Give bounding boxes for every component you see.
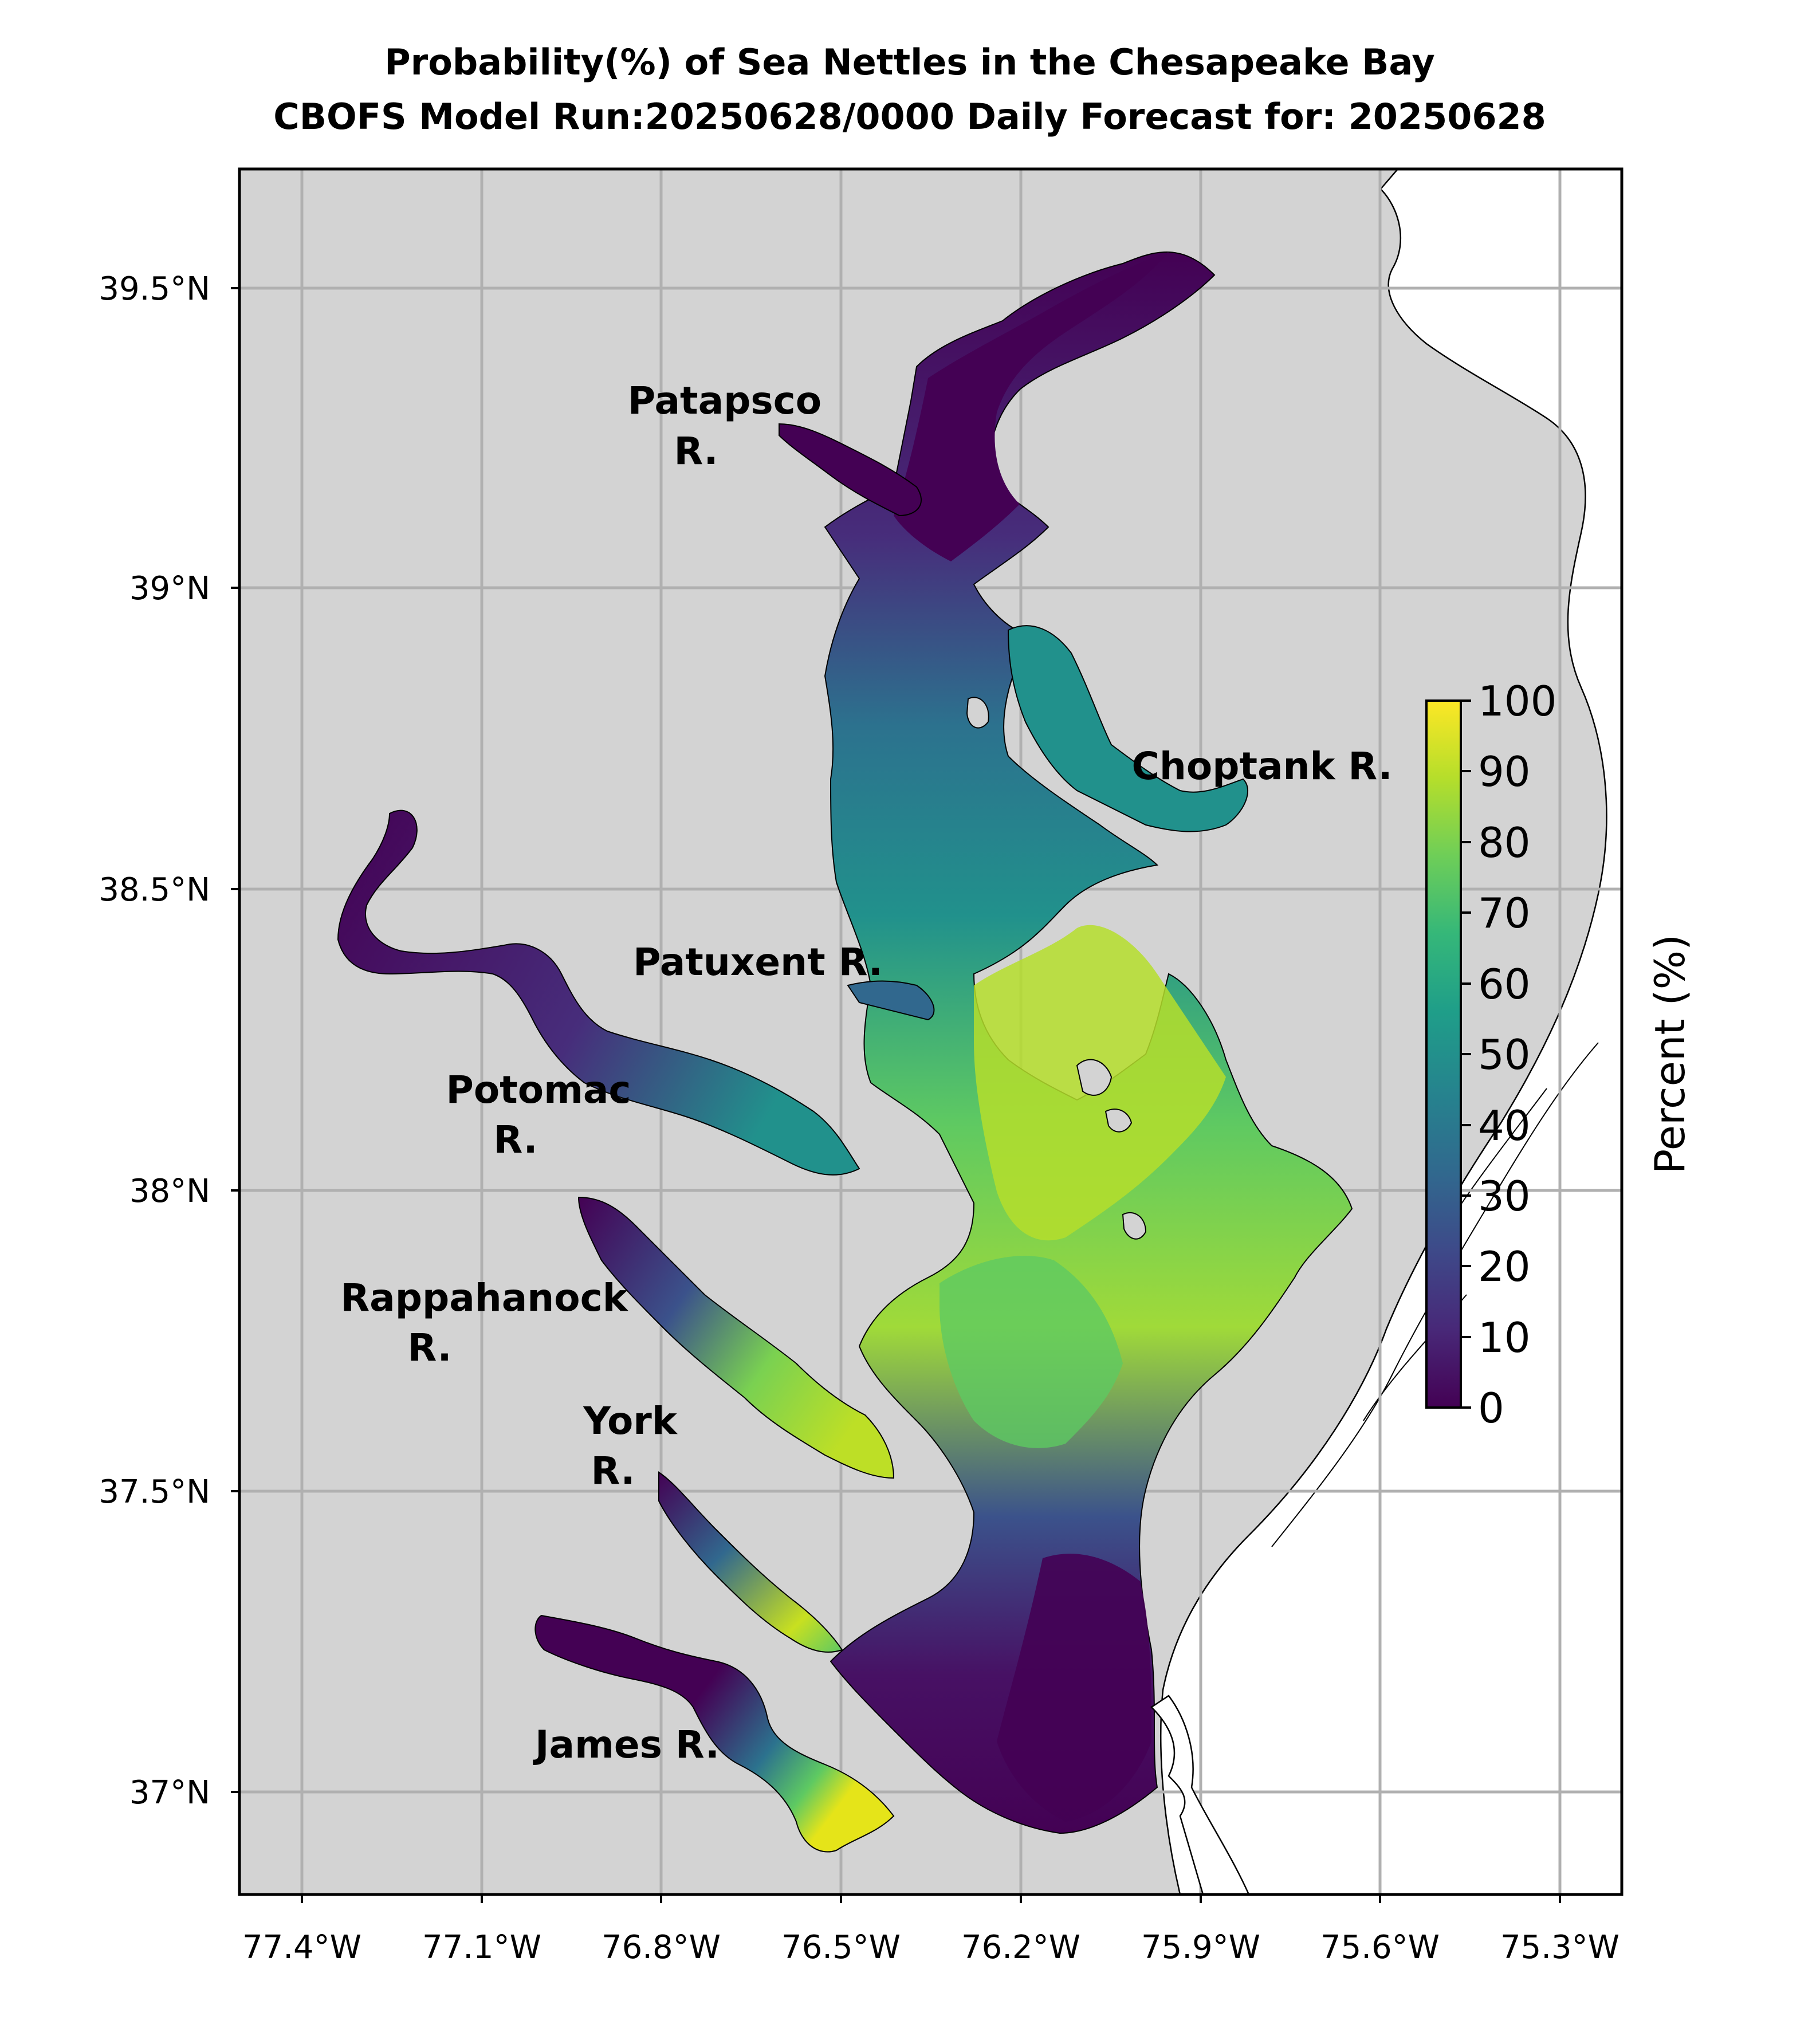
- york-label-line-1: York: [583, 1399, 678, 1443]
- rappahanock-label-line-1: Rappahanock: [340, 1276, 628, 1320]
- colorbar-tick-label: 70: [1478, 889, 1531, 937]
- potomac-river: [337, 809, 860, 1176]
- colorbar-title: Percent (%): [1646, 934, 1694, 1174]
- rappahanock-label-line-2: R.: [407, 1326, 451, 1370]
- colorbar-tick-label: 30: [1478, 1172, 1531, 1220]
- lower-bay-low-probability: [997, 1554, 1151, 1822]
- choptank-river: [1007, 625, 1249, 832]
- river-labels: Patapsco R. Choptank R. Patuxent R. Poto…: [340, 379, 1392, 1767]
- colorbar-tick-label: 90: [1478, 748, 1531, 796]
- colorbar-tick-label: 60: [1478, 960, 1531, 1008]
- x-tick-label: 77.1°W: [422, 1929, 541, 1966]
- eastern-shore-islands: [966, 697, 1147, 1240]
- upper-bay: [894, 252, 1169, 561]
- choptank-label: Choptank R.: [1131, 744, 1392, 788]
- lower-bay-mid-probability: [940, 1256, 1123, 1448]
- patapsco-label-line-1: Patapsco: [628, 379, 821, 423]
- x-tick-label: 76.8°W: [602, 1929, 721, 1966]
- map-panel: [239, 169, 1622, 1894]
- y-tick-label: 38.5°N: [99, 871, 210, 909]
- james-label: James R.: [533, 1723, 720, 1767]
- patapsco-river: [779, 423, 922, 517]
- x-tick-label: 76.2°W: [961, 1929, 1080, 1966]
- y-tick-label: 37.5°N: [99, 1473, 210, 1511]
- patuxent-label: Patuxent R.: [633, 940, 883, 984]
- atlantic-ocean: [1160, 169, 1622, 1894]
- y-tick-label: 38°N: [129, 1173, 210, 1210]
- colorbar-tick-label: 100: [1478, 677, 1556, 725]
- york-label-line-2: R.: [591, 1449, 635, 1493]
- axis-ticks: [231, 287, 1561, 1903]
- patapsco-label-line-2: R.: [674, 429, 718, 473]
- y-tick-label: 37°N: [129, 1774, 210, 1811]
- rappahannock-river: [577, 1196, 895, 1479]
- x-tick-label: 75.9°W: [1141, 1929, 1260, 1966]
- bay-mouth: [1150, 1695, 1250, 1894]
- colorbar-tick-label: 10: [1478, 1314, 1531, 1362]
- colorbar-tick-label: 40: [1478, 1102, 1531, 1150]
- x-tick-label: 75.6°W: [1320, 1929, 1440, 1966]
- y-tick-label: 39°N: [129, 570, 210, 607]
- colorbar-tick-label: 20: [1478, 1243, 1531, 1291]
- potomac-label-line-1: Potomac: [446, 1068, 631, 1112]
- colorbar-tick-label: 80: [1478, 819, 1531, 867]
- colorbar-gradient: [1425, 699, 1462, 1409]
- york-river: [658, 1471, 843, 1653]
- james-river: [534, 1614, 895, 1853]
- y-tick-label: 39.5°N: [99, 270, 210, 308]
- title-line-1: Probability(%) of Sea Nettles in the Che…: [384, 41, 1435, 83]
- x-tick-label: 77.4°W: [242, 1929, 361, 1966]
- y-axis-labels: 39.5°N 39°N 38.5°N 38°N 37.5°N 37°N: [99, 270, 210, 1811]
- potomac-label-line-2: R.: [493, 1118, 537, 1162]
- patuxent-river: [847, 980, 935, 1021]
- chesapeake-bay-main: [824, 251, 1353, 1834]
- colorbar-ticks: [1461, 699, 1471, 1409]
- x-tick-label: 76.5°W: [781, 1929, 901, 1966]
- x-axis-labels: 77.4°W 77.1°W 76.8°W 76.5°W 76.2°W 75.9°…: [242, 1929, 1619, 1966]
- map-frame: [238, 167, 1624, 1896]
- x-tick-label: 75.3°W: [1500, 1929, 1619, 1966]
- colorbar: 0 10 20 30 40 50 60 70 80 90 100 Percent…: [1425, 677, 1694, 1432]
- colorbar-tick-label: 0: [1478, 1384, 1504, 1432]
- colorbar-tick-label: 50: [1478, 1031, 1531, 1079]
- title-line-2: CBOFS Model Run:20250628/0000 Daily Fore…: [273, 96, 1546, 137]
